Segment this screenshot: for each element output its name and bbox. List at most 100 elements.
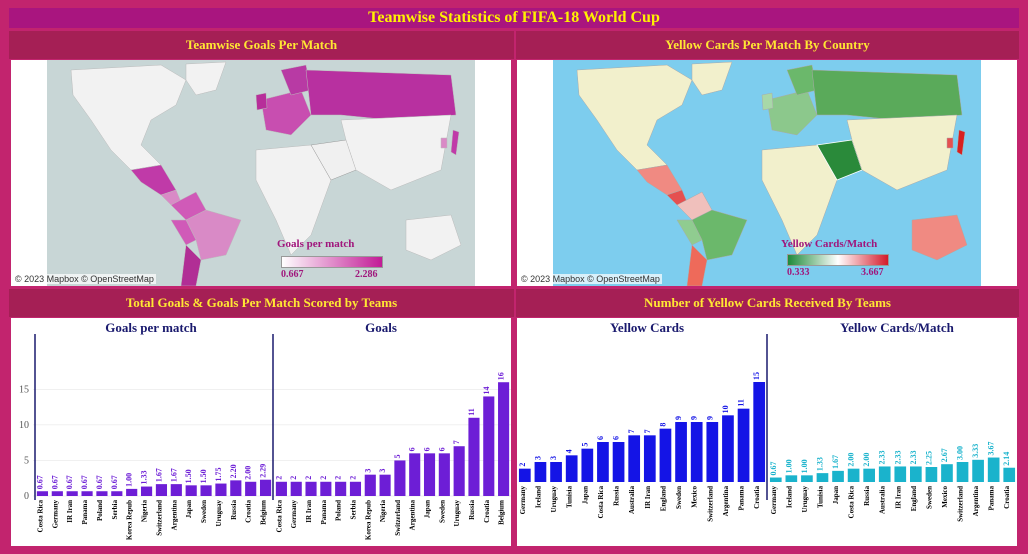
cards-chart-panel[interactable]: Yellow Cards Yellow Cards/Match 2 Germany… bbox=[517, 318, 1017, 546]
chart-bar[interactable] bbox=[737, 408, 750, 482]
chart-bar[interactable] bbox=[81, 491, 93, 496]
goals-bar-chart[interactable]: 0 5 10 15 0.67 Costa Rica 0.67 Germany 0.67 IR Ir… bbox=[11, 318, 511, 546]
chart-bar[interactable] bbox=[185, 485, 197, 496]
chart-bar[interactable] bbox=[972, 459, 984, 482]
chart-bar[interactable] bbox=[409, 453, 421, 496]
data-label: 1.67 bbox=[169, 468, 178, 482]
chart-bar[interactable] bbox=[305, 481, 317, 496]
data-label: 8 bbox=[658, 423, 667, 427]
map-asia bbox=[846, 114, 958, 191]
chart-bar[interactable] bbox=[878, 466, 891, 482]
chart-bar[interactable] bbox=[565, 455, 578, 482]
chart-bar[interactable] bbox=[925, 467, 938, 482]
data-label: 2.00 bbox=[847, 453, 856, 467]
chart-bar[interactable] bbox=[753, 382, 766, 482]
chart-bar[interactable] bbox=[801, 475, 813, 482]
data-label: 9 bbox=[690, 416, 699, 420]
goals-world-map[interactable] bbox=[11, 60, 511, 286]
map-argentina bbox=[686, 244, 708, 286]
chart-bar[interactable] bbox=[290, 481, 302, 496]
map-korea bbox=[946, 137, 954, 149]
chart-bar[interactable] bbox=[275, 481, 287, 496]
chart-bar[interactable] bbox=[832, 470, 844, 482]
chart-bar[interactable] bbox=[816, 473, 829, 482]
chart-bar[interactable] bbox=[910, 466, 922, 482]
chart-bar[interactable] bbox=[394, 460, 406, 496]
chart-bar[interactable] bbox=[894, 466, 907, 482]
chart-bar[interactable] bbox=[581, 448, 594, 482]
data-label: 1.33 bbox=[140, 471, 149, 485]
chart-bar[interactable] bbox=[66, 491, 78, 496]
chart-bar[interactable] bbox=[1003, 467, 1016, 482]
chart-bar[interactable] bbox=[36, 491, 49, 496]
goals-map-panel[interactable]: © 2023 Mapbox © OpenStreetMap Goals per … bbox=[11, 60, 511, 286]
chart-bar[interactable] bbox=[769, 477, 782, 482]
map-japan bbox=[956, 129, 966, 156]
chart-bar[interactable] bbox=[518, 468, 531, 482]
chart-bar[interactable] bbox=[534, 462, 547, 482]
goals-map-title: Teamwise Goals Per Match bbox=[9, 31, 514, 59]
chart-bar[interactable] bbox=[941, 464, 953, 482]
chart-bar[interactable] bbox=[597, 442, 609, 482]
cards-map-panel[interactable]: © 2023 Mapbox © OpenStreetMap Yellow Car… bbox=[517, 60, 1017, 286]
data-label: 10 bbox=[721, 405, 730, 413]
chart-bar[interactable] bbox=[612, 442, 625, 482]
chart-bar[interactable] bbox=[550, 462, 562, 482]
map-peru bbox=[676, 219, 703, 246]
chart-bar[interactable] bbox=[215, 483, 227, 496]
chart-bar[interactable] bbox=[126, 488, 138, 496]
chart-bar[interactable] bbox=[483, 396, 495, 496]
chart-bar[interactable] bbox=[690, 422, 703, 482]
chart-bar[interactable] bbox=[111, 491, 123, 496]
category-label: IR Iran bbox=[894, 486, 902, 509]
chart-bar[interactable] bbox=[468, 417, 480, 496]
chart-bar[interactable] bbox=[643, 435, 656, 482]
chart-bar[interactable] bbox=[863, 468, 875, 482]
category-label: Russia bbox=[613, 486, 621, 506]
chart-bar[interactable] bbox=[706, 422, 719, 482]
map-attribution[interactable]: © 2023 Mapbox © OpenStreetMap bbox=[519, 274, 662, 284]
chart-bar[interactable] bbox=[423, 453, 436, 496]
chart-bar[interactable] bbox=[245, 481, 257, 496]
chart-bar[interactable] bbox=[498, 382, 510, 496]
chart-bar[interactable] bbox=[335, 481, 347, 496]
data-label: 1.50 bbox=[199, 469, 208, 483]
chart-bar[interactable] bbox=[230, 480, 242, 496]
chart-bar[interactable] bbox=[956, 462, 969, 482]
category-label: Sweden bbox=[675, 486, 683, 509]
cards-chart-title: Number of Yellow Cards Received By Teams bbox=[516, 289, 1019, 317]
chart-bar[interactable] bbox=[987, 457, 1000, 482]
chart-bar[interactable] bbox=[453, 446, 465, 496]
chart-bar[interactable] bbox=[379, 474, 391, 496]
data-label: 5 bbox=[580, 443, 589, 447]
category-label: Croatia bbox=[245, 500, 253, 523]
chart-bar[interactable] bbox=[364, 474, 376, 496]
chart-bar[interactable] bbox=[722, 415, 734, 482]
chart-bar[interactable] bbox=[140, 486, 153, 496]
chart-bar[interactable] bbox=[785, 475, 798, 482]
chart-bar[interactable] bbox=[200, 485, 212, 496]
chart-bar[interactable] bbox=[96, 491, 108, 496]
goals-chart-panel[interactable]: Goals per match Goals 0 5 10 15 0.67 Costa Ri… bbox=[11, 318, 511, 546]
chart-bar[interactable] bbox=[659, 428, 672, 482]
map-attribution[interactable]: © 2023 Mapbox © OpenStreetMap bbox=[13, 274, 156, 284]
chart-bar[interactable] bbox=[628, 435, 641, 482]
chart-bar[interactable] bbox=[170, 484, 182, 496]
chart-bar[interactable] bbox=[847, 468, 860, 482]
category-label: Poland bbox=[96, 500, 104, 521]
data-label: 0.67 bbox=[35, 475, 44, 489]
chart-bar[interactable] bbox=[349, 481, 362, 496]
chart-bar[interactable] bbox=[51, 491, 63, 496]
map-korea bbox=[440, 137, 448, 149]
chart-bar[interactable] bbox=[675, 422, 687, 482]
category-label: Argentina bbox=[409, 500, 417, 531]
chart-bar[interactable] bbox=[438, 453, 450, 496]
cards-world-map[interactable] bbox=[517, 60, 1017, 286]
chart-bar[interactable] bbox=[259, 479, 272, 496]
category-label: Belgium bbox=[260, 500, 268, 525]
category-label: Argentina bbox=[972, 486, 980, 517]
cards-bar-chart[interactable]: 2 Germany 3 Iceland 3 Uruguay 4 Tunisia 5 Japan 6 C… bbox=[517, 318, 1017, 546]
chart-bar[interactable] bbox=[155, 484, 168, 496]
map-uk bbox=[761, 92, 774, 111]
chart-bar[interactable] bbox=[320, 481, 332, 496]
